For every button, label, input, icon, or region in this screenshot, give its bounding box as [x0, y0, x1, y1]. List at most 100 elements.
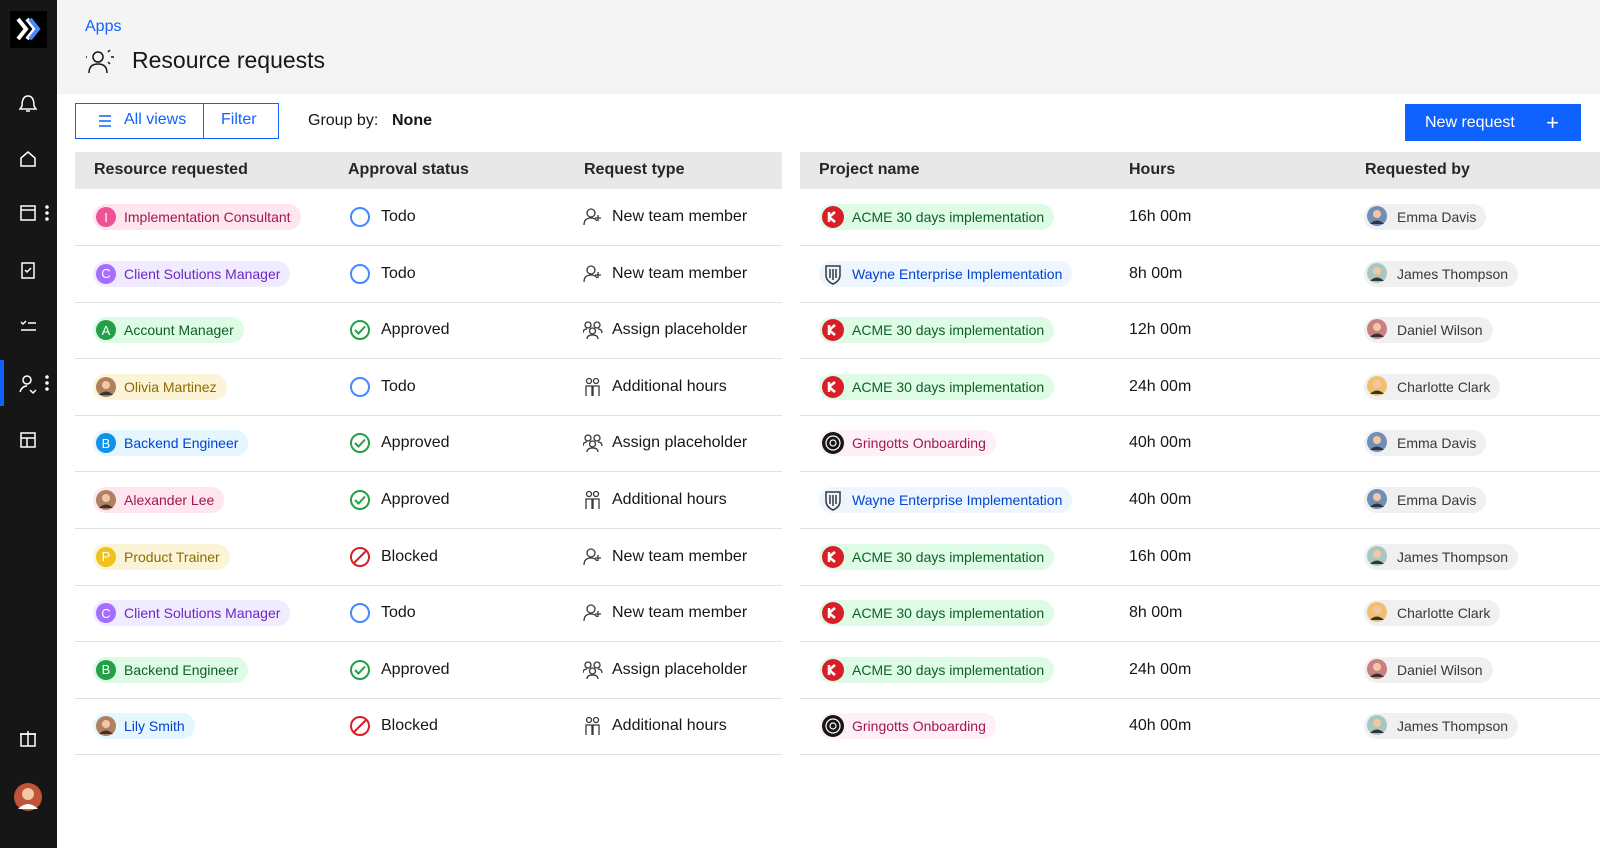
- icon-graphic: [350, 716, 370, 737]
- requester-chip: James Thompson: [1364, 713, 1519, 740]
- icon: [349, 319, 371, 346]
- resource-label: Product Trainer: [124, 548, 220, 565]
- request-type: Assign placeholder: [612, 321, 748, 339]
- row-divider: [75, 471, 782, 473]
- avatar: [96, 490, 116, 510]
- requester-name: James Thompson: [1397, 548, 1509, 565]
- resource-label: Implementation Consultant: [124, 209, 291, 225]
- row-divider: [800, 245, 1600, 246]
- icon: [349, 715, 371, 742]
- resource-chip: C Client Solutions Manager: [93, 600, 291, 627]
- row-divider: [800, 584, 1600, 586]
- page-icon: [86, 49, 114, 74]
- avatar: [1367, 489, 1387, 509]
- icon-graphic: [582, 661, 603, 679]
- icon-graphic: [583, 547, 601, 565]
- project-name: ACME 30 days implementation: [852, 378, 1045, 395]
- icon: [349, 489, 371, 516]
- resource-chip: I Implementation Consultant: [93, 204, 301, 230]
- row-divider: [75, 358, 782, 360]
- avatar: [1367, 715, 1387, 736]
- filter-button[interactable]: Filter: [221, 111, 257, 128]
- avatar: [1367, 658, 1387, 679]
- project-chip: ACME 30 days implementation: [819, 204, 1055, 230]
- approval-status: Todo: [381, 377, 416, 395]
- project-chip: Wayne Enterprise Implementation: [819, 260, 1073, 287]
- project-logo: [822, 206, 844, 228]
- column-header: Requested by: [1365, 161, 1470, 178]
- column-header: Hours: [1129, 161, 1176, 178]
- project-chip: ACME 30 days implementation: [819, 317, 1055, 344]
- requester-chip: Charlotte Clark: [1364, 600, 1501, 627]
- approval-status: Todo: [381, 604, 416, 622]
- requester-name: Charlotte Clark: [1397, 605, 1491, 622]
- icon: [582, 433, 603, 458]
- icon: [583, 207, 603, 232]
- icon-graphic: [582, 434, 603, 453]
- hours: 16h 00m: [1129, 208, 1192, 225]
- project-chip: Wayne Enterprise Implementation: [819, 487, 1073, 513]
- resource-chip: Lily Smith: [93, 713, 195, 740]
- requester-chip: Emma Davis: [1364, 487, 1487, 513]
- resource-chip: B Backend Engineer: [93, 656, 249, 683]
- project-logo: [822, 658, 844, 681]
- requester-chip: Daniel Wilson: [1364, 656, 1493, 683]
- project-logo: [822, 432, 844, 455]
- breadcrumb[interactable]: Apps: [85, 18, 122, 35]
- requester-name: Charlotte Clark: [1397, 378, 1491, 395]
- row-divider: [800, 471, 1600, 473]
- new-request-button[interactable]: New request +: [1405, 104, 1581, 141]
- icon-graphic: [585, 717, 600, 736]
- resource-initial: B: [96, 659, 116, 680]
- sidebar-icons: [0, 11, 49, 811]
- project-name: Wayne Enterprise Implementation: [852, 265, 1063, 282]
- requester-name: Emma Davis: [1397, 435, 1477, 452]
- resource-label: Client Solutions Manager: [124, 265, 281, 282]
- approval-status: Approved: [381, 434, 450, 452]
- row-divider: [75, 245, 782, 246]
- icon-graphic: [350, 546, 370, 567]
- resource-label: Alexander Lee: [124, 492, 215, 508]
- resource-chip: P Product Trainer: [93, 543, 230, 570]
- hours: 8h 00m: [1129, 264, 1183, 282]
- resource-label: Account Manager: [124, 322, 234, 339]
- project-chip: ACME 30 days implementation: [819, 373, 1055, 400]
- column-header: Request type: [584, 161, 685, 178]
- avatar: [1367, 319, 1387, 340]
- request-type: New team member: [612, 547, 748, 565]
- icon-graphic: [350, 603, 370, 624]
- resource-initial: I: [96, 207, 116, 227]
- resource-label: Client Solutions Manager: [124, 605, 281, 622]
- all-views-button[interactable]: All views: [124, 111, 187, 128]
- group-by-value[interactable]: None: [392, 112, 432, 129]
- icon-graphic: [583, 604, 601, 622]
- icon-graphic: [350, 490, 370, 510]
- hours: 8h 00m: [1129, 604, 1183, 622]
- icon-graphic: [350, 376, 370, 397]
- approval-status: Approved: [381, 321, 450, 339]
- view-filter-group: [75, 103, 279, 139]
- icon-graphic: [582, 321, 603, 340]
- resource-initial: A: [96, 320, 116, 341]
- approval-status: Todo: [381, 264, 416, 282]
- icon-graphic: [350, 263, 370, 284]
- icon: [583, 716, 603, 741]
- requester-chip: Emma Davis: [1364, 430, 1487, 457]
- approval-status: Blocked: [381, 717, 438, 735]
- approval-status: Approved: [381, 491, 450, 508]
- row-divider: [75, 697, 782, 699]
- group-by-label: Group by:: [308, 112, 379, 129]
- requester-name: James Thompson: [1397, 718, 1509, 735]
- icon: [349, 432, 371, 459]
- divider: [203, 104, 204, 138]
- project-chip: ACME 30 days implementation: [819, 543, 1055, 570]
- requester-name: Daniel Wilson: [1397, 322, 1483, 339]
- icon: [583, 547, 603, 572]
- hours: 16h 00m: [1129, 547, 1192, 565]
- avatar: [1367, 602, 1387, 623]
- plus-icon: +: [1546, 110, 1559, 135]
- hours: 12h 00m: [1129, 321, 1192, 339]
- row-divider: [800, 754, 1600, 756]
- hours: 40h 00m: [1129, 491, 1192, 508]
- icon: [583, 377, 603, 402]
